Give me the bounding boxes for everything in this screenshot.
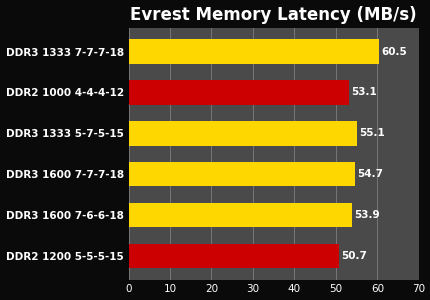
Text: 53.1: 53.1 [350,87,376,98]
Bar [128,80,348,105]
Text: 53.9: 53.9 [353,210,379,220]
Text: 50.7: 50.7 [340,251,366,261]
Title: Evrest Memory Latency (MB/s): Evrest Memory Latency (MB/s) [130,6,416,24]
Bar [128,121,356,146]
Text: 54.7: 54.7 [356,169,383,179]
Bar [128,39,378,64]
Text: 55.1: 55.1 [358,128,384,138]
Bar [128,244,338,268]
Text: 60.5: 60.5 [381,46,406,57]
Bar [128,203,351,227]
Bar [128,162,355,186]
